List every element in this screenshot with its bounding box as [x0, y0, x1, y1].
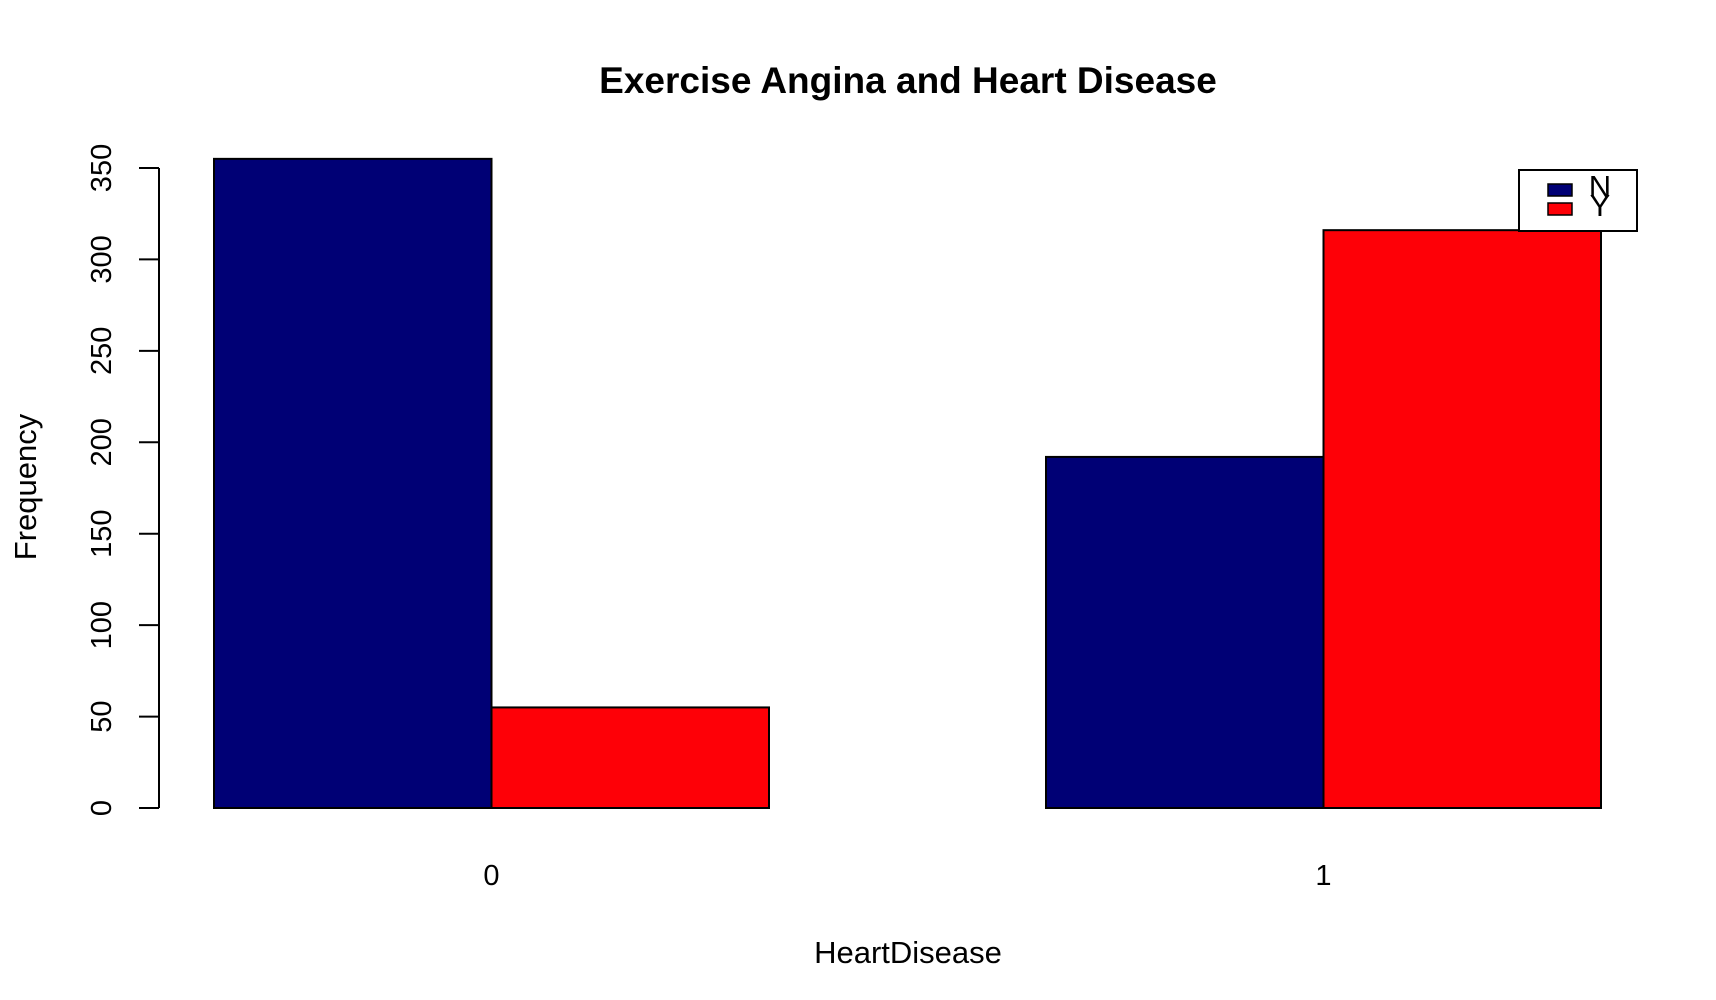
bar-Y-1 — [1322, 229, 1602, 809]
legend-swatch-N — [1547, 183, 1573, 197]
legend-label-Y: Y — [1590, 188, 1611, 223]
y-tick-label: 300 — [86, 235, 118, 283]
x-tick-label: 1 — [1315, 860, 1331, 892]
bar-Y-0 — [490, 706, 770, 810]
x-tick-label: 0 — [483, 860, 499, 892]
y-tick-label: 250 — [86, 327, 118, 375]
y-tick-label: 350 — [86, 144, 118, 192]
y-axis-label: Frequency — [8, 413, 43, 560]
bar-N-0 — [213, 157, 493, 810]
y-tick-label: 100 — [86, 601, 118, 649]
legend-swatch-Y — [1547, 202, 1573, 216]
legend-box — [1518, 169, 1638, 232]
y-tick-label: 50 — [86, 700, 118, 732]
legend-label-N: N — [1589, 169, 1611, 204]
y-tick-label: 200 — [86, 418, 118, 466]
bar-N-1 — [1045, 455, 1325, 809]
chart-title: Exercise Angina and Heart Disease — [599, 60, 1217, 101]
y-tick-label: 150 — [86, 510, 118, 558]
x-axis-label: HeartDisease — [814, 935, 1002, 970]
legend: NY — [1518, 169, 1638, 232]
y-tick-label: 0 — [86, 800, 118, 816]
y-axis: 0 50 100 150 200 250 300 350 — [86, 144, 160, 816]
bars — [213, 157, 1602, 810]
